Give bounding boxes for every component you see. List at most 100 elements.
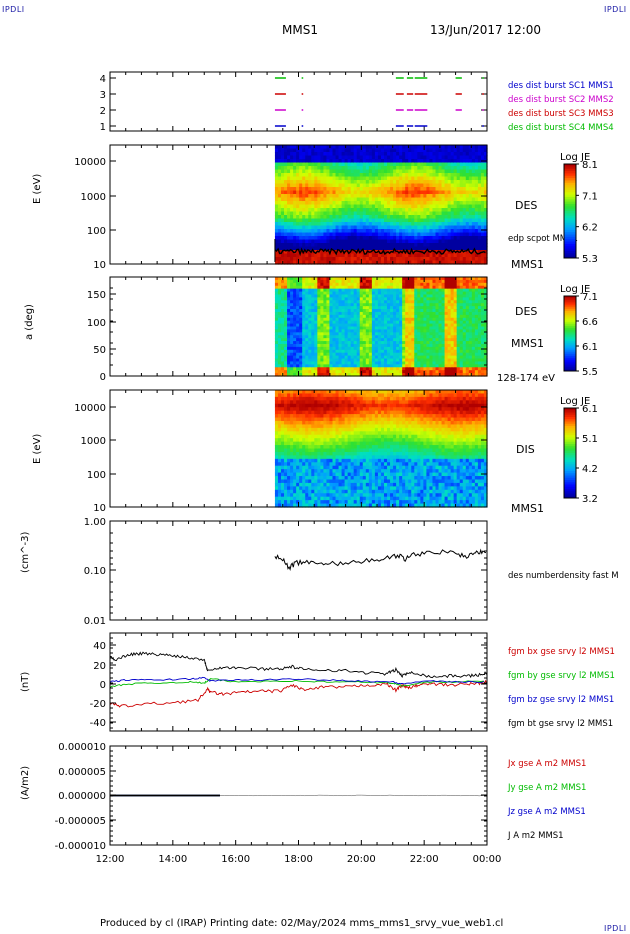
heatmap-cell <box>344 218 349 223</box>
heatmap-cell <box>468 297 473 301</box>
heatmap-cell <box>341 355 346 360</box>
heatmap-cell <box>414 232 418 237</box>
heatmap-cell <box>277 232 282 237</box>
heatmap-cell <box>426 201 431 206</box>
heatmap-cell <box>277 373 282 377</box>
heatmap-cell <box>432 309 437 313</box>
heatmap-cell <box>390 257 394 262</box>
heatmap-cell <box>471 326 476 331</box>
heatmap-cell <box>380 208 385 213</box>
heatmap-cell <box>411 320 415 325</box>
heatmap-cell <box>420 314 424 319</box>
heatmap-cell <box>344 297 349 301</box>
heatmap-cell <box>420 218 424 223</box>
heatmap-cell <box>462 288 467 293</box>
heatmap-cell <box>350 253 355 258</box>
heatmap-cell <box>417 343 421 348</box>
heatmap-cell <box>402 277 406 281</box>
heatmap-cell <box>371 332 376 336</box>
heatmap-cell <box>274 176 279 181</box>
heatmap-cell <box>411 211 415 216</box>
heatmap-cell <box>420 183 424 188</box>
heatmap-cell <box>353 277 358 281</box>
heatmap-cell <box>371 246 376 251</box>
heatmap-cell <box>368 204 373 209</box>
heatmap-cell <box>308 352 312 357</box>
heatmap-cell <box>465 197 470 202</box>
heatmap-cell <box>411 201 415 206</box>
heatmap-cell <box>293 183 297 188</box>
heatmap-cell <box>314 236 318 241</box>
heatmap-cell <box>326 364 331 368</box>
heatmap-cell <box>405 190 409 195</box>
heatmap-cell <box>332 180 337 185</box>
heatmap-cell <box>356 194 361 199</box>
heatmap-cell <box>362 346 367 351</box>
heatmap-cell <box>359 352 364 357</box>
heatmap-cell <box>383 232 388 237</box>
heatmap-cell <box>453 166 458 171</box>
heatmap-cell <box>299 279 303 284</box>
heatmap-cell <box>471 152 476 157</box>
heatmap-cell <box>350 323 355 328</box>
heatmap-cell <box>290 358 294 363</box>
heatmap-cell <box>329 332 334 336</box>
heatmap-cell <box>414 306 418 310</box>
heatmap-cell <box>405 311 409 316</box>
heatmap-cell <box>396 204 400 209</box>
heatmap-cell <box>338 197 343 202</box>
heatmap-cell <box>387 285 391 290</box>
heatmap-cell <box>417 341 421 345</box>
heatmap-cell <box>350 332 355 336</box>
heatmap-cell <box>417 218 421 223</box>
heatmap-cell <box>405 183 409 188</box>
heatmap-cell <box>383 300 388 304</box>
heatmap-cell <box>483 180 488 185</box>
heatmap-cell <box>444 361 449 365</box>
heatmap-cell <box>396 166 400 171</box>
heatmap-cell <box>314 279 318 284</box>
heatmap-cell <box>356 341 361 345</box>
heatmap-cell <box>399 332 403 336</box>
heatmap-cell <box>293 236 297 241</box>
heatmap-cell <box>435 367 440 371</box>
heatmap-cell <box>359 300 364 304</box>
heatmap-cell <box>396 309 400 313</box>
heatmap-cell <box>302 320 306 325</box>
heatmap-cell <box>274 229 279 234</box>
heatmap-cell <box>423 222 428 227</box>
heatmap-cell <box>311 218 315 223</box>
heatmap-cell <box>383 306 388 310</box>
heatmap-cell <box>284 180 288 185</box>
heatmap-cell <box>365 373 370 377</box>
heatmap-cell <box>353 166 358 171</box>
heatmap-cell <box>462 166 467 171</box>
heatmap-cell <box>311 260 315 265</box>
heatmap-cell <box>314 291 318 296</box>
heatmap-cell <box>311 145 315 150</box>
burst-y-tick-label: 1 <box>100 122 106 133</box>
heatmap-cell <box>323 341 328 345</box>
heatmap-cell <box>408 211 412 216</box>
heatmap-cell <box>450 303 455 307</box>
heatmap-cell <box>423 229 428 234</box>
heatmap-cell <box>362 229 367 234</box>
heatmap-cell <box>450 364 455 368</box>
heatmap-cell <box>356 329 361 333</box>
heatmap-cell <box>280 211 285 216</box>
heatmap-cell <box>335 208 340 213</box>
heatmap-cell <box>332 162 337 167</box>
heatmap-cell <box>405 373 409 377</box>
heatmap-cell <box>456 279 461 284</box>
heatmap-cell <box>477 303 482 307</box>
heatmap-cell <box>314 358 318 363</box>
heatmap-cell <box>374 288 379 293</box>
heatmap-cell <box>480 343 485 348</box>
heatmap-cell <box>459 294 464 298</box>
heatmap-cell <box>341 349 346 354</box>
heatmap-cell <box>474 246 479 251</box>
heatmap-cell <box>399 370 403 374</box>
heatmap-cell <box>447 279 452 284</box>
heatmap-cell <box>399 236 403 241</box>
heatmap-cell <box>326 311 331 316</box>
